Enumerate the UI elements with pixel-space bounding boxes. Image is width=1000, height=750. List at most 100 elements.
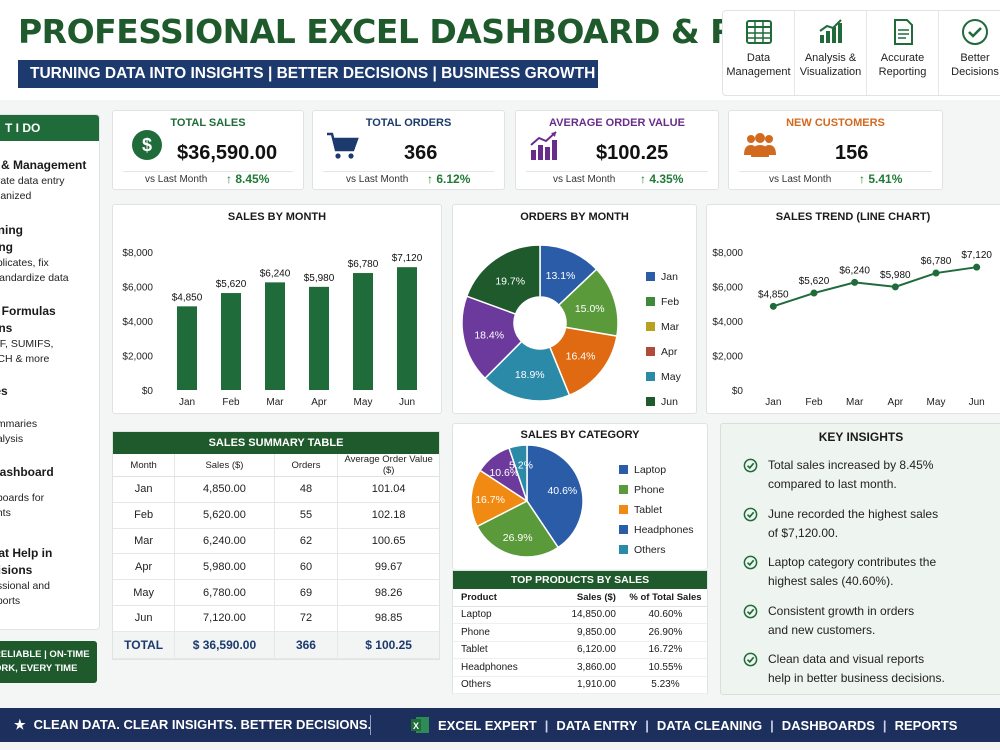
check-circle-icon <box>743 507 758 521</box>
key-insights-panel: KEY INSIGHTS Total sales increased by 8.… <box>720 423 1000 695</box>
table-row: Jan 4,850.00 48 101.04 <box>113 476 439 503</box>
table-title: TOP PRODUCTS BY SALES <box>453 571 707 589</box>
subtitle-banner: TURNING DATA INTO INSIGHTS | BETTER DECI… <box>18 60 598 88</box>
sidebar-item-desc: eports <box>0 595 21 607</box>
table-cell: 102.18 <box>337 502 439 529</box>
kpi-divider <box>739 171 932 172</box>
kpi-delta: ↑ 5.41% <box>859 172 903 186</box>
kpi-label: AVERAGE ORDER VALUE <box>549 117 685 129</box>
pie-slice <box>461 295 523 380</box>
column-header: Average Order Value ($) <box>337 454 439 477</box>
kpi-compare-label: vs Last Month <box>769 174 832 185</box>
kpi-label: NEW CUSTOMERS <box>786 117 885 129</box>
data-label: $7,120 <box>961 250 992 261</box>
table-row: Laptop 14,850.00 40.60% <box>453 606 707 624</box>
table-header-row: Product Sales ($) % of Total Sales <box>453 589 707 607</box>
table-cell: 98.85 <box>337 605 439 632</box>
sidebar-item-title: ting <box>0 240 13 254</box>
chart-title: SALES TREND (LINE CHART) <box>775 211 931 223</box>
pie-slice <box>465 244 541 316</box>
y-tick-label: $8,000 <box>122 248 153 259</box>
sidebar-item-title: Dashboard <box>0 465 54 479</box>
insight-line: Laptop category contributes the <box>768 555 937 569</box>
legend-swatch <box>646 372 655 381</box>
insight-line: help in better business decisions. <box>768 671 945 685</box>
bar <box>221 293 241 390</box>
sidebar-item: les s ummaries nalysis <box>0 383 99 447</box>
line-point <box>891 283 899 291</box>
pie-slice <box>526 444 584 549</box>
table-cell: 1,910.00 <box>540 676 624 694</box>
sidebar-item-title: cisions <box>0 563 33 577</box>
insight-line: June recorded the highest sales <box>768 506 939 521</box>
y-tick-label: $0 <box>142 386 154 397</box>
insight-text: Total sales increased by 8.45% compared t… <box>768 456 988 494</box>
table-row: Tablet 6,120.00 16.72% <box>453 641 707 659</box>
data-label: $5,980 <box>304 273 335 284</box>
sidebar-footer-banner: RELIABLE | ON-TIME ORK, EVERY TIME <box>0 641 97 683</box>
sales-trend-panel: SALES TREND (LINE CHART) $0 $2,000 $4,000 $… <box>706 204 1000 414</box>
feature-label: Accurate <box>880 52 925 64</box>
insight-text: June recorded the highest sales of $7,120… <box>768 505 988 543</box>
table-cell: Others <box>453 676 541 694</box>
report-document-icon <box>893 19 913 45</box>
table-cell: 100.65 <box>337 528 439 555</box>
sales-summary-panel: SALES SUMMARY TABLE Month Sales ($) Orde… <box>112 431 440 660</box>
y-tick-label: $6,000 <box>712 283 743 294</box>
separator: | <box>544 717 549 733</box>
x-tick-label: May <box>354 397 373 408</box>
kpi-delta: ↑ 4.35% <box>640 172 684 186</box>
column-header: Orders <box>274 454 339 477</box>
service-label: REPORTS <box>894 717 958 733</box>
sidebar-footer-line: RELIABLE | ON-TIME <box>0 649 90 660</box>
table-cell: 72 <box>274 605 339 632</box>
kpi-label: TOTAL SALES <box>170 117 246 129</box>
separator: | <box>645 717 649 733</box>
table-cell: 3,860.00 <box>540 658 624 677</box>
services-strip: X EXCEL EXPERT | DATA ENTRY | DATA CLEAN… <box>410 716 957 734</box>
kpi-value: 366 <box>404 142 438 164</box>
separator: | <box>770 717 774 733</box>
table-cell: 62 <box>274 528 339 555</box>
insight-line: Clean data and visual reports <box>768 652 925 666</box>
legend-swatch <box>646 297 655 306</box>
table-cell: 16.72% <box>623 641 707 659</box>
sidebar-item-desc: essional and <box>0 580 50 592</box>
table-row: Jun 7,120.00 72 98.85 <box>113 605 439 632</box>
header: PROFESSIONAL EXCEL DASHBOARD & REPORTING… <box>0 0 1000 100</box>
feature-strip: Data Management Analysis & Visualization… <box>722 10 1000 96</box>
x-tick-label: May <box>927 397 946 408</box>
table-cell: 6,780.00 <box>174 579 275 606</box>
data-label: $6,780 <box>348 259 379 270</box>
feature-reporting: Accurate Reporting <box>867 11 939 95</box>
data-label: 16.7% <box>475 494 505 506</box>
table-title: SALES SUMMARY TABLE <box>113 432 439 454</box>
x-tick-label: Jun <box>399 397 415 408</box>
chart-title: SALES BY MONTH <box>227 211 327 223</box>
total-cell: $ 100.25 <box>337 631 439 659</box>
insight-line: compared to last month. <box>768 477 897 491</box>
service-label: DATA CLEANING <box>656 717 763 733</box>
kpi-delta: ↑ 8.45% <box>226 172 270 186</box>
total-cell: $ 36,590.00 <box>174 631 275 659</box>
table-cell: 40.60% <box>623 606 707 624</box>
line-point <box>932 269 940 277</box>
kpi-label: TOTAL ORDERS <box>365 117 452 129</box>
y-tick-label: $4,000 <box>122 317 153 328</box>
total-cell: TOTAL <box>113 631 176 659</box>
bar <box>265 282 285 390</box>
table-cell: Headphones <box>453 658 541 677</box>
feature-label: Analysis & <box>804 52 857 64</box>
data-label: 16.4% <box>566 351 596 363</box>
table-cell: 10.55% <box>623 658 707 677</box>
sidebar-item-desc: standardize data <box>0 272 69 284</box>
y-tick-label: $4,000 <box>712 317 743 328</box>
table-cell: 5,620.00 <box>174 502 275 529</box>
data-label: $6,780 <box>921 256 952 267</box>
y-tick-label: $2,000 <box>712 352 743 363</box>
sales-by-category-chart: 40.6% 26.9% 16.7% 10.6%5.2% Laptop Phone Table… <box>470 444 694 558</box>
sidebar-item-desc: TCH & more <box>0 353 50 365</box>
service-label: EXCEL EXPERT <box>438 717 537 733</box>
table-cell: 60 <box>274 553 339 581</box>
kpi-compare-label: vs Last Month <box>553 174 616 185</box>
